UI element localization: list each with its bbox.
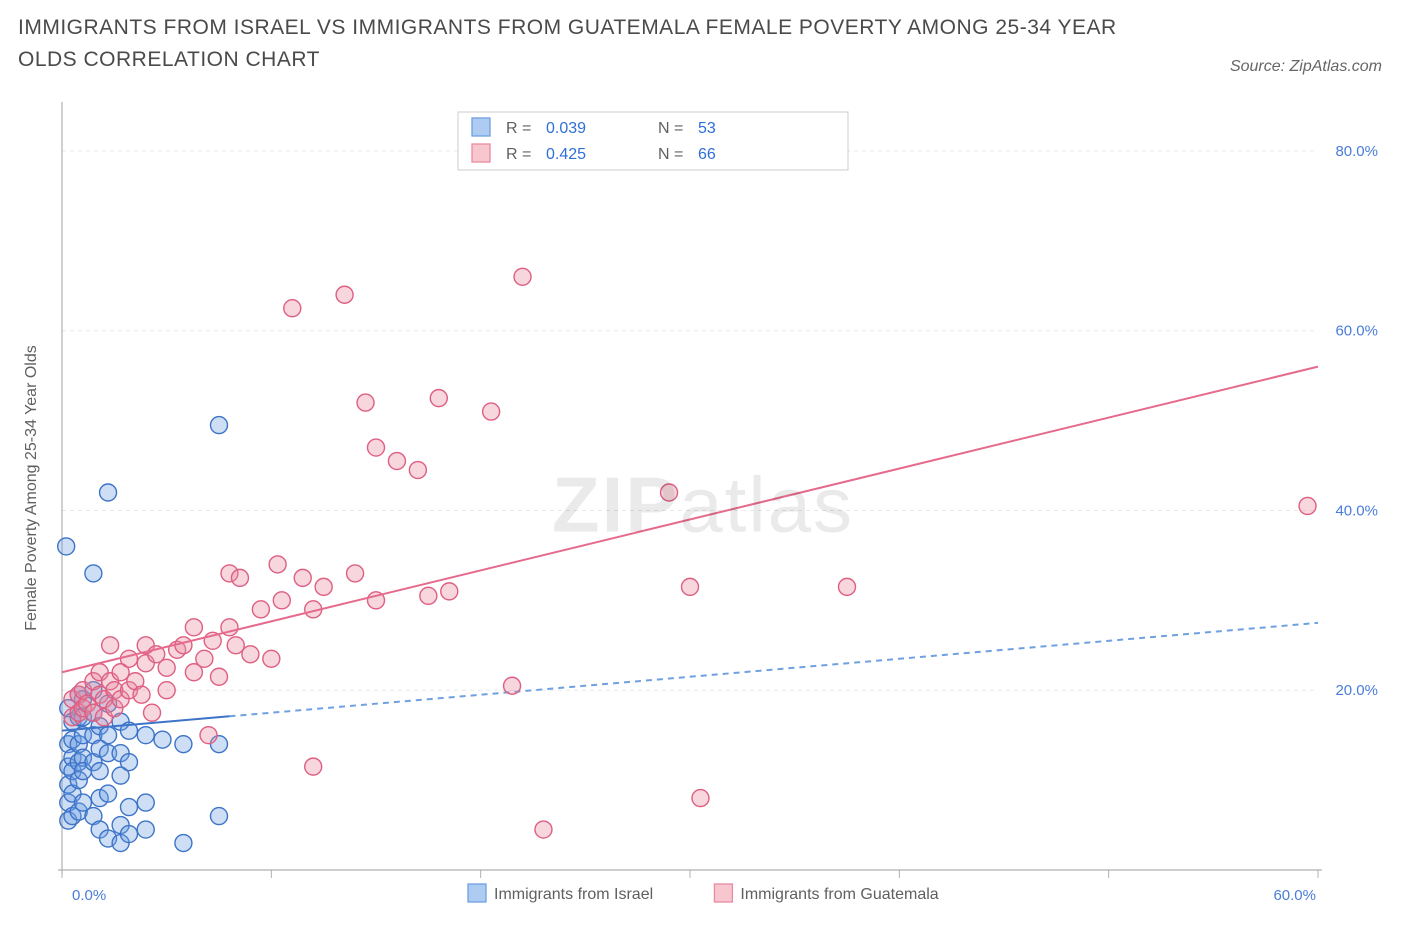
svg-text:20.0%: 20.0% bbox=[1335, 682, 1378, 699]
svg-text:Immigrants from Israel: Immigrants from Israel bbox=[494, 886, 653, 903]
svg-text:0.0%: 0.0% bbox=[72, 887, 106, 904]
svg-text:66: 66 bbox=[698, 146, 716, 163]
chart-container: 20.0% 40.0% 60.0% 80.0% 0.0% 60.0% Female Pove… bbox=[18, 100, 1388, 910]
svg-text:40.0%: 40.0% bbox=[1335, 502, 1378, 519]
svg-text:N =: N = bbox=[658, 120, 683, 137]
scatter-chart: 20.0% 40.0% 60.0% 80.0% 0.0% 60.0% Female Pove… bbox=[18, 100, 1388, 910]
source-label: Source: ZipAtlas.com bbox=[1230, 58, 1382, 76]
svg-text:0.039: 0.039 bbox=[546, 120, 586, 137]
svg-text:Immigrants from Guatemala: Immigrants from Guatemala bbox=[740, 886, 938, 903]
svg-text:53: 53 bbox=[698, 120, 716, 137]
svg-text:80.0%: 80.0% bbox=[1335, 143, 1378, 160]
svg-text:Female Poverty Among 25-34 Yea: Female Poverty Among 25-34 Year Olds bbox=[23, 345, 40, 631]
svg-text:N =: N = bbox=[658, 146, 683, 163]
svg-text:R =: R = bbox=[506, 146, 531, 163]
chart-title: IMMIGRANTS FROM ISRAEL VS IMMIGRANTS FRO… bbox=[18, 12, 1118, 75]
svg-text:60.0%: 60.0% bbox=[1335, 323, 1378, 340]
svg-text:60.0%: 60.0% bbox=[1273, 887, 1316, 904]
svg-text:R =: R = bbox=[506, 120, 531, 137]
svg-text:0.425: 0.425 bbox=[546, 146, 586, 163]
